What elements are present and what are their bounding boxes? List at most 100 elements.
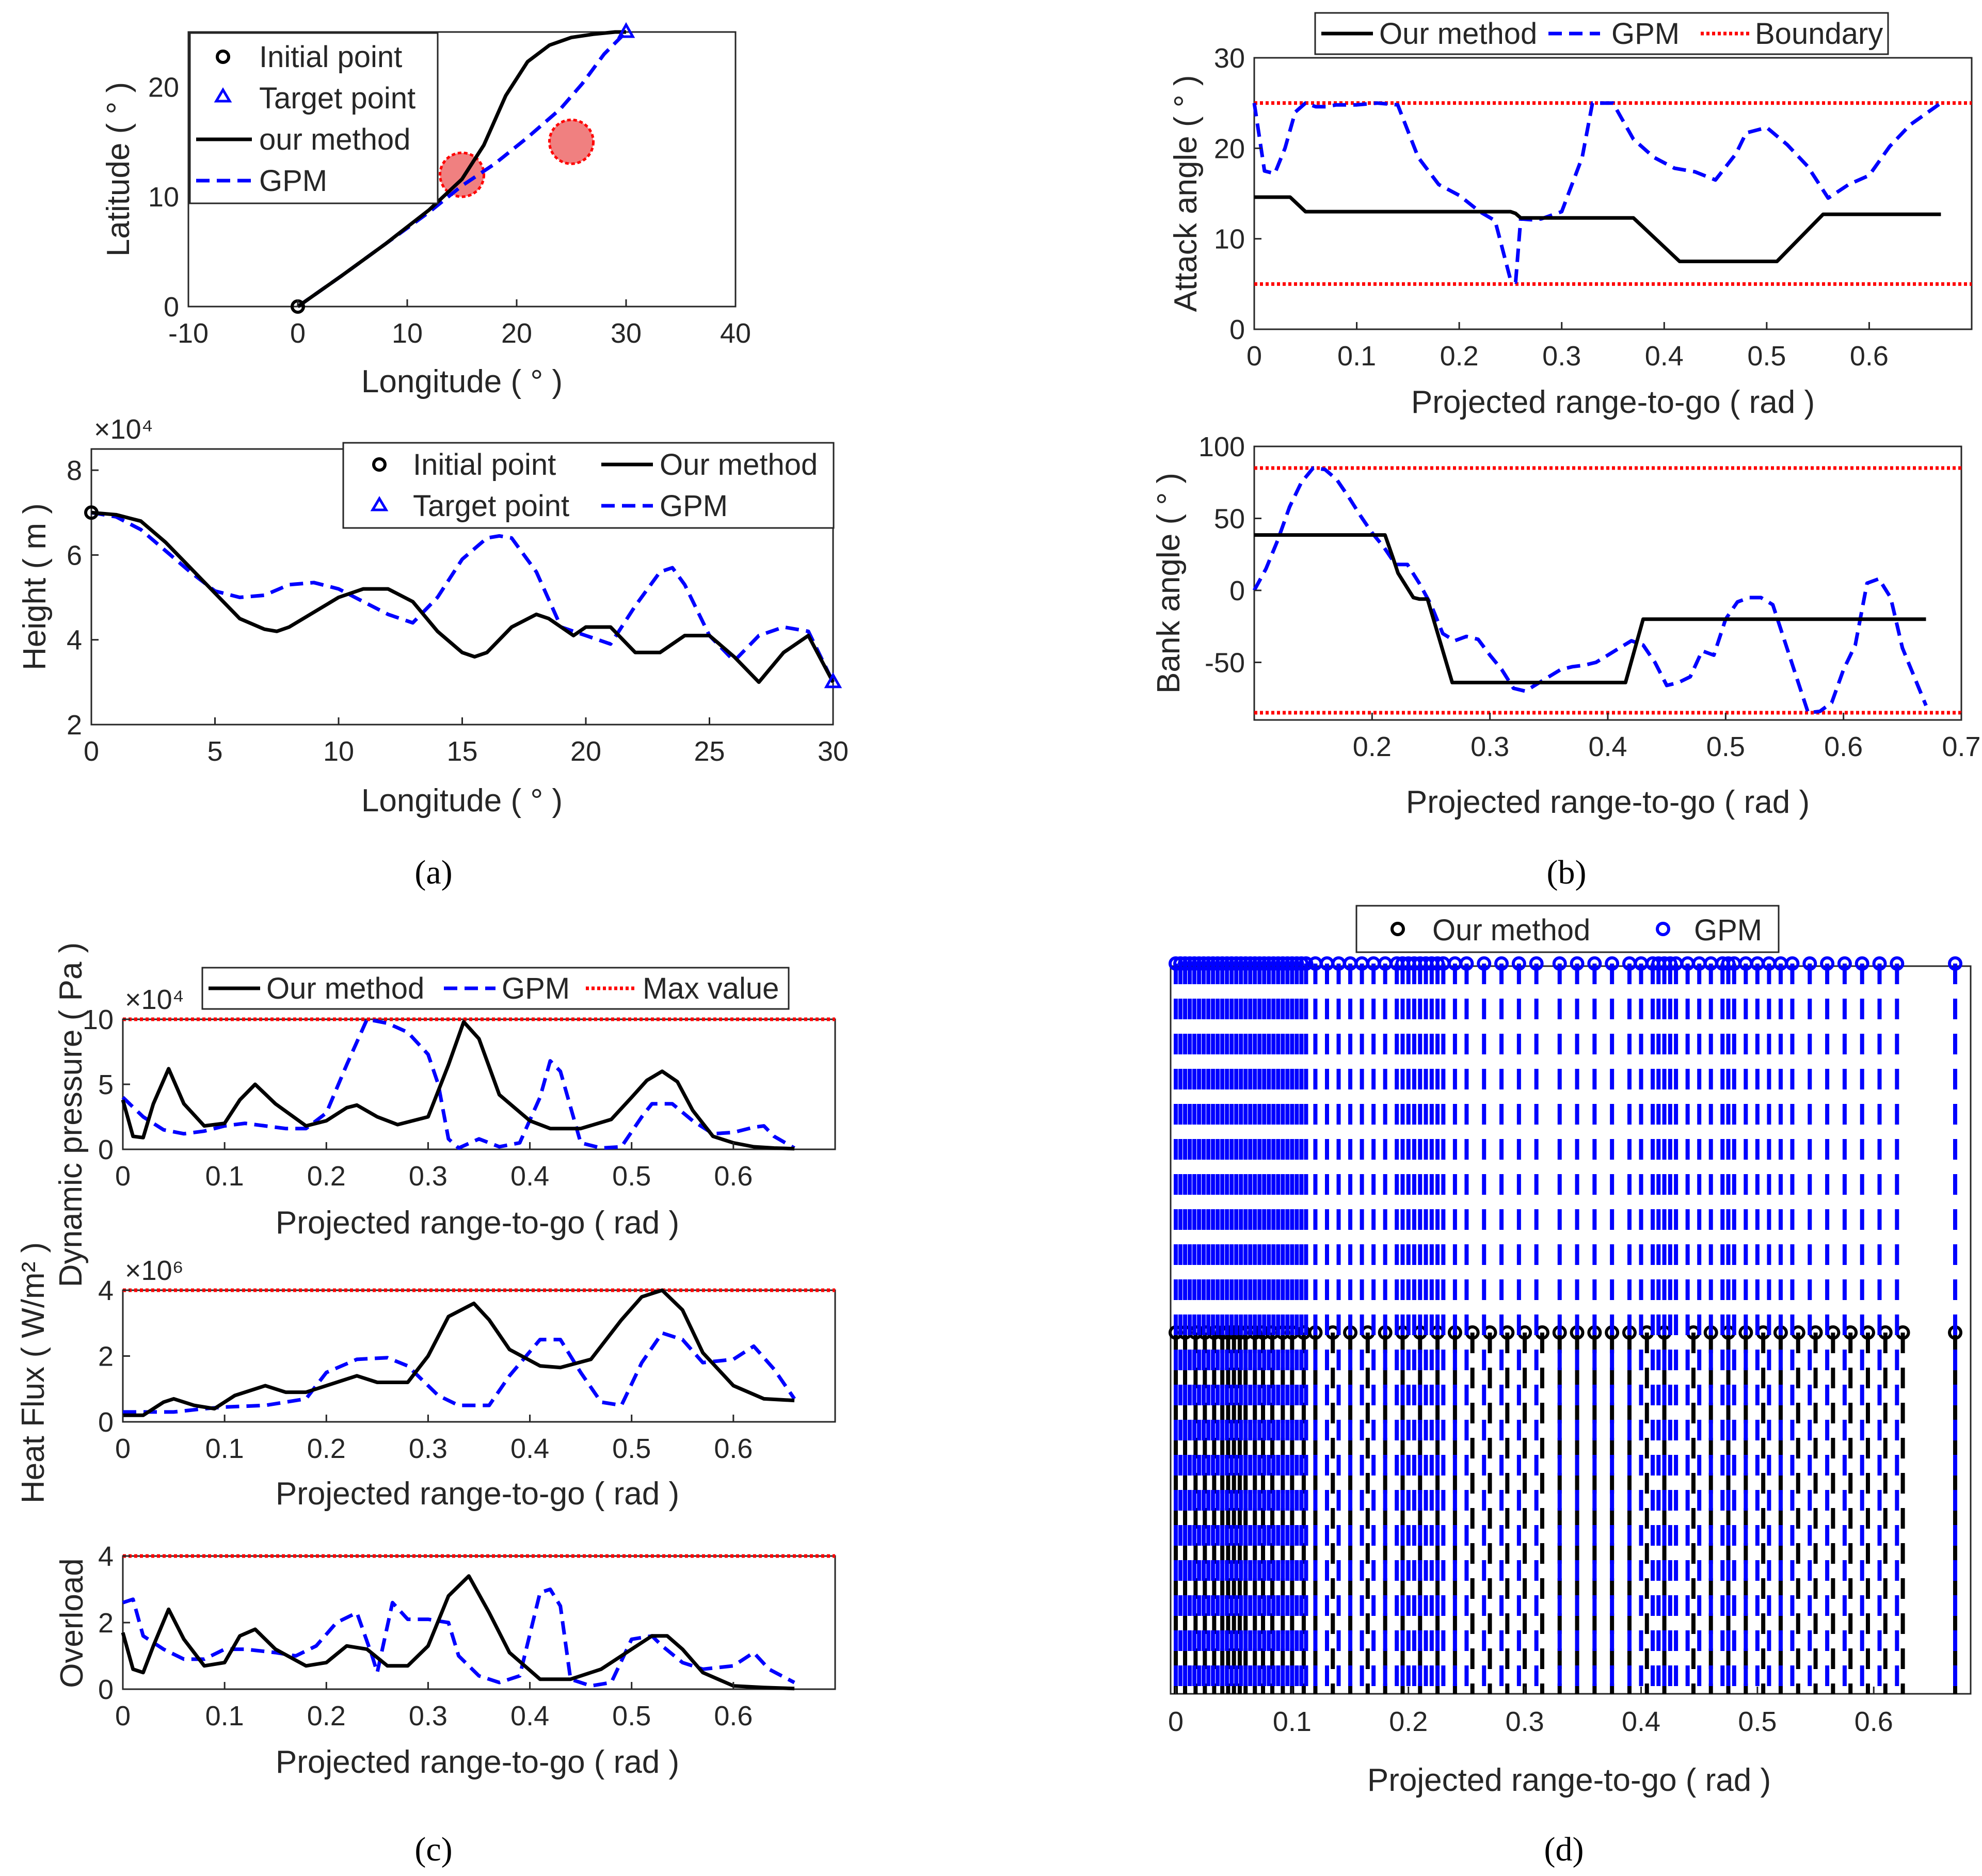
- y-tick-label: 10: [83, 1004, 114, 1035]
- plot-marks: [84, 505, 842, 688]
- tick-labels: 0 0.1 0.2 0.3 0.4 0.5 0.6 0 10 20 30: [1214, 43, 1889, 372]
- x-axis-label: Projected range-to-go ( rad ): [276, 1744, 679, 1780]
- legend-marker-initial: [216, 50, 230, 64]
- y-tick-label: 0: [98, 1134, 114, 1165]
- node-gpm: [1552, 956, 1567, 971]
- legend-label: Initial point: [259, 40, 402, 74]
- x-tick-label: 0.1: [205, 1701, 244, 1731]
- no-fly-zone: [438, 151, 486, 198]
- x-tick-label: 0.2: [1353, 731, 1392, 762]
- node-gpm: [1837, 956, 1852, 971]
- legend-label: Target point: [413, 489, 569, 523]
- legend-marker-ours: [1390, 922, 1405, 936]
- x-tick-label: 0.3: [409, 1701, 447, 1731]
- y-tick-label: 4: [98, 1541, 114, 1572]
- y-axis-label: Overload: [54, 1558, 90, 1688]
- series-gpm: [1252, 101, 1942, 284]
- y-axis-label: Latitude ( ° ): [101, 82, 136, 256]
- node-gpm: [1802, 956, 1817, 971]
- x-tick-label: 0.6: [714, 1433, 753, 1464]
- node-gpm: [1605, 956, 1620, 971]
- x-tick-label: 0.5: [612, 1161, 651, 1192]
- legend: Our method GPM: [1355, 905, 1780, 953]
- axes-frame: [1253, 445, 1962, 721]
- x-tick-label: 0.5: [1706, 731, 1745, 762]
- x-axis-label: Projected range-to-go ( rad ): [1406, 784, 1810, 820]
- x-tick-label: 0.5: [1747, 341, 1786, 372]
- y-tick-label: 8: [67, 455, 82, 486]
- x-axis-label: Longitude ( ° ): [361, 783, 563, 819]
- x-tick-label: 0.6: [714, 1701, 753, 1731]
- plot-marks: [1252, 466, 1961, 715]
- chart-b2: 0.2 0.3 0.4 0.5 0.6 0.7 -50 0 50 100 Projected ra…: [1151, 431, 1981, 820]
- panel-label-d: (d): [1544, 1831, 1584, 1868]
- series-our-method: [296, 30, 626, 308]
- panel-label-b: (b): [1547, 854, 1587, 891]
- x-tick-label: 0.3: [409, 1161, 447, 1192]
- legend-marker-initial: [372, 457, 387, 472]
- y-scale-label: ×10⁴: [94, 414, 153, 445]
- node-gpm: [1299, 956, 1314, 971]
- legend-marker-target: [214, 87, 232, 103]
- node-gpm: [1872, 956, 1887, 971]
- y-tick-label: 0: [98, 1674, 114, 1705]
- chart-c1: 0 0.1 0.2 0.3 0.4 0.5 0.6 0 5 10 ×10⁴ Projected r…: [53, 942, 836, 1287]
- x-axis-label: Projected range-to-go ( rad ): [276, 1205, 679, 1241]
- series-gpm: [91, 510, 835, 683]
- series-our-method: [1254, 533, 1926, 684]
- x-tick-label: 25: [694, 736, 725, 767]
- x-tick-label: 0.4: [1588, 731, 1627, 762]
- y-tick-label: 10: [148, 182, 179, 213]
- y-tick-label: 30: [1214, 43, 1245, 74]
- legend-box: [1355, 905, 1780, 953]
- node-gpm: [1459, 956, 1474, 971]
- legend-label: Target point: [259, 82, 415, 115]
- x-axis-label: Projected range-to-go ( rad ): [1367, 1762, 1771, 1798]
- plot-marks: [1252, 101, 1972, 286]
- y-tick-label: 0: [1229, 314, 1245, 345]
- x-tick-label: -10: [168, 318, 209, 349]
- legend: Our method GPM Boundary: [1314, 12, 1889, 55]
- x-tick-label: 0: [84, 736, 99, 767]
- series-gpm: [1252, 466, 1928, 715]
- chart-c2: 0 0.1 0.2 0.3 0.4 0.5 0.6 0 2 4 ×10⁶ Projected ra…: [15, 1242, 836, 1512]
- x-tick-label: 0: [290, 318, 306, 349]
- x-axis-label: Longitude ( ° ): [361, 364, 563, 399]
- legend-label: GPM: [259, 164, 327, 198]
- legend-label: GPM: [660, 489, 728, 523]
- x-axis-label: Projected range-to-go ( rad ): [1411, 384, 1815, 420]
- legend-label: Our method: [266, 972, 424, 1005]
- legend: Initial point Target point our method GP…: [189, 32, 439, 204]
- node-gpm: [1820, 956, 1835, 971]
- x-tick-label: 0.3: [1506, 1706, 1544, 1737]
- x-tick-label: 0.2: [307, 1161, 346, 1192]
- chart-a2: 0 5 10 15 20 25 30 2 4 6 8 ×10⁴ Longitude ( ° ) He…: [17, 414, 849, 819]
- series-gpm: [122, 1588, 795, 1688]
- x-tick-label: 0: [115, 1161, 131, 1192]
- plot-marks: [121, 1554, 835, 1691]
- x-tick-label: 0: [1168, 1706, 1184, 1737]
- x-tick-label: 0.6: [1850, 341, 1889, 372]
- x-tick-label: 0.3: [409, 1433, 447, 1464]
- legend-box: [342, 442, 835, 529]
- initial-point-marker: [84, 505, 99, 520]
- target-point-marker: [617, 22, 635, 38]
- y-tick-label: 50: [1214, 503, 1245, 534]
- x-tick-label: 40: [720, 318, 751, 349]
- node-gpm: [1570, 956, 1585, 971]
- axes-frame: [122, 1555, 836, 1690]
- y-axis-label: Bank angle ( ° ): [1151, 473, 1187, 694]
- series-our-method: [123, 1288, 795, 1417]
- series-our-method: [1254, 195, 1941, 263]
- y-axis-label: Heat Flux ( W/m² ): [15, 1242, 51, 1503]
- x-tick-label: 0.6: [714, 1161, 753, 1192]
- series-gpm: [123, 1331, 796, 1414]
- y-tick-label: 6: [67, 540, 82, 571]
- x-tick-label: 0.4: [1645, 341, 1684, 372]
- node-gpm: [1587, 956, 1602, 971]
- x-tick-label: 0.1: [1273, 1706, 1312, 1737]
- y-tick-label: 4: [67, 625, 82, 656]
- legend: Our method GPM Max value: [201, 967, 790, 1010]
- y-tick-label: 0: [164, 292, 179, 323]
